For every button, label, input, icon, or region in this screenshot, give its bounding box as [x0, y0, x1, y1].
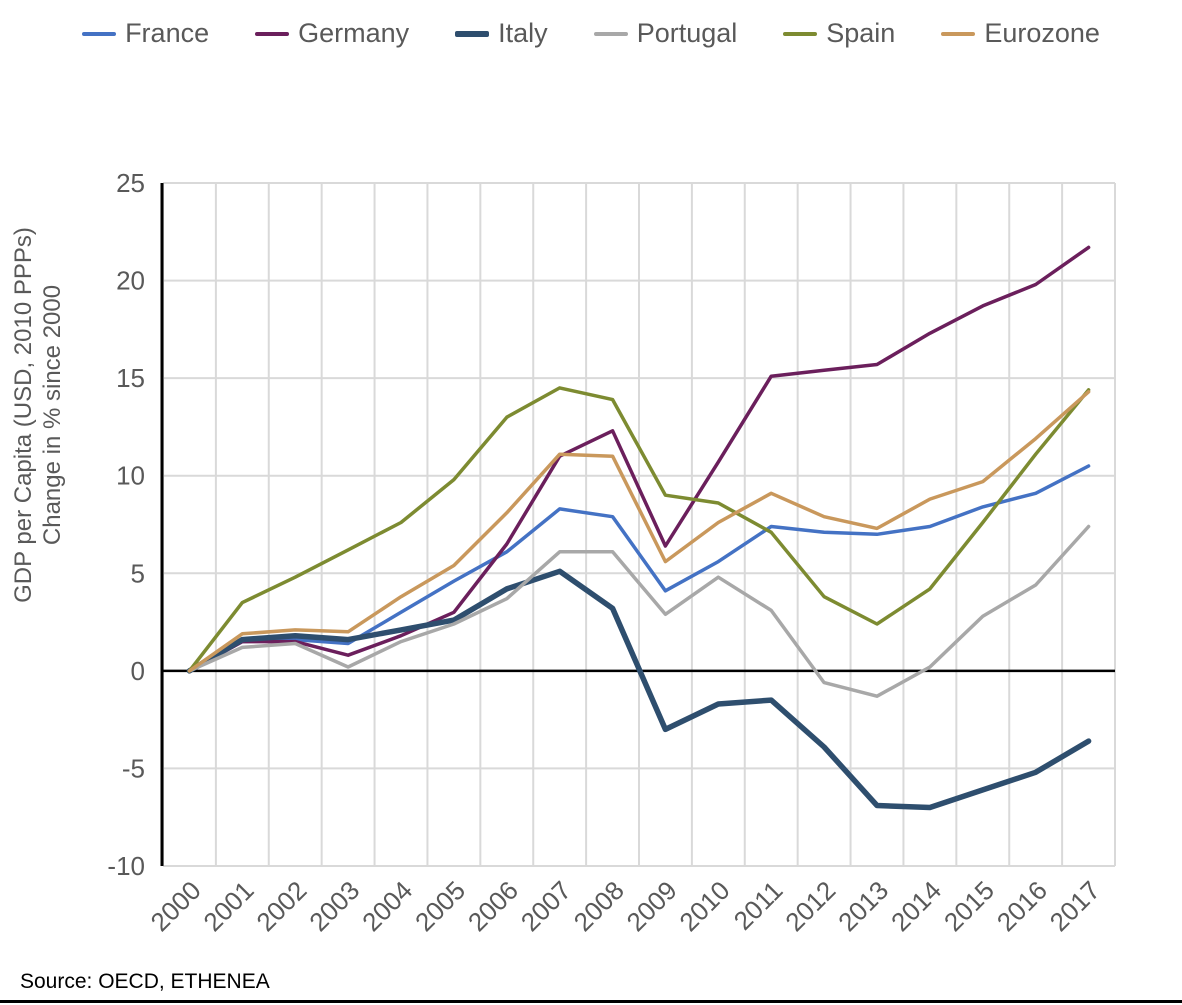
svg-text:0: 0 — [131, 656, 145, 686]
svg-text:-5: -5 — [122, 753, 145, 783]
svg-text:2000: 2000 — [145, 875, 207, 937]
svg-text:2004: 2004 — [356, 875, 418, 937]
svg-text:2006: 2006 — [462, 875, 524, 937]
legend-item-portugal: Portugal — [593, 18, 738, 48]
svg-text:2010: 2010 — [673, 875, 735, 937]
svg-text:10: 10 — [116, 461, 145, 491]
svg-text:2009: 2009 — [621, 875, 683, 937]
svg-text:2013: 2013 — [832, 875, 894, 937]
legend-item-eurozone: Eurozone — [941, 20, 1100, 47]
svg-text:2012: 2012 — [779, 875, 841, 937]
svg-text:20: 20 — [116, 266, 145, 296]
svg-text:2015: 2015 — [938, 875, 1000, 937]
source-note: Source: OECD, ETHENEA — [20, 970, 270, 993]
svg-text:2014: 2014 — [885, 875, 947, 937]
legend-label: France — [125, 18, 210, 48]
svg-text:2007: 2007 — [515, 875, 577, 937]
legend-label: Spain — [826, 18, 896, 48]
legend-item-germany: Germany — [255, 20, 409, 47]
series-line-eurozone — [187, 390, 1091, 673]
legend: France Germany Italy Portugal Spain Eurozone — [0, 20, 1182, 47]
bottom-rule — [0, 1000, 1182, 1003]
legend-label: Italy — [498, 18, 548, 48]
legend-item-france: France — [82, 20, 209, 47]
svg-text:2011: 2011 — [728, 875, 789, 936]
svg-text:GDP per Capita (USD, 2010 PPPs: GDP per Capita (USD, 2010 PPPs) — [10, 227, 37, 603]
legend-item-italy: Italy — [455, 20, 548, 47]
svg-text:-10: -10 — [107, 851, 145, 881]
gridlines — [162, 182, 1116, 867]
legend-swatch-portugal — [593, 31, 628, 36]
svg-text:5: 5 — [131, 558, 145, 588]
legend-label: Germany — [298, 18, 410, 48]
y-axis-title: GDP per Capita (USD, 2010 PPPs) Change in… — [10, 227, 66, 603]
legend-item-spain: Spain — [783, 20, 895, 47]
svg-text:2008: 2008 — [568, 875, 630, 937]
legend-label: Portugal — [636, 18, 738, 48]
legend-swatch-italy — [455, 30, 490, 37]
x-tick-labels: 2000200120022003200420052006200720082009… — [145, 875, 1106, 937]
svg-text:2016: 2016 — [991, 875, 1053, 937]
svg-text:2005: 2005 — [409, 875, 471, 937]
svg-text:2001: 2001 — [197, 875, 259, 937]
svg-text:Change in % since 2000: Change in % since 2000 — [39, 285, 66, 545]
svg-text:25: 25 — [116, 168, 145, 198]
y-tick-labels: 25 20 15 10 5 0 -5 -10 — [107, 168, 145, 881]
legend-label: Eurozone — [984, 18, 1100, 48]
svg-text:15: 15 — [116, 363, 145, 393]
series-line-portugal — [187, 524, 1091, 698]
svg-text:2002: 2002 — [250, 875, 312, 937]
series-line-france — [187, 464, 1091, 673]
legend-swatch-france — [82, 31, 117, 36]
series-line-spain — [187, 386, 1091, 673]
legend-swatch-eurozone — [941, 31, 976, 36]
series-line-italy — [186, 568, 1092, 811]
svg-text:2003: 2003 — [303, 875, 365, 937]
legend-swatch-germany — [255, 31, 290, 36]
legend-swatch-spain — [783, 31, 818, 36]
series-line-germany — [187, 245, 1091, 673]
svg-text:2017: 2017 — [1044, 875, 1106, 937]
